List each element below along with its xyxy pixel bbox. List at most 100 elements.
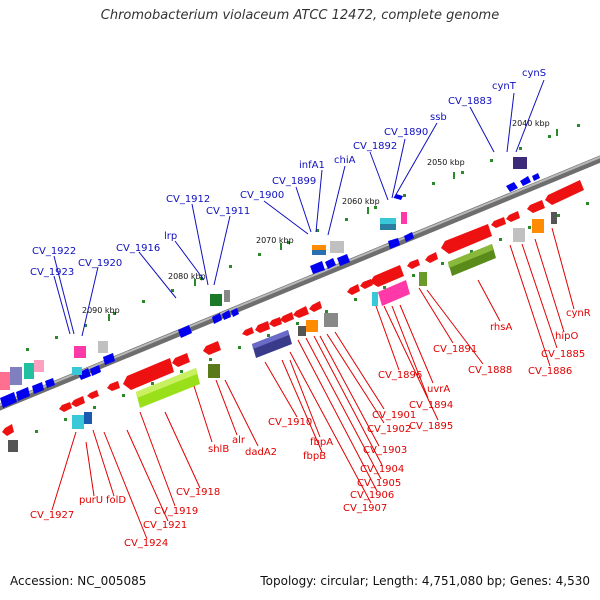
gene-arrow [231, 308, 239, 317]
gene-arrow [45, 378, 55, 388]
gene-label: CV_1900 [240, 190, 284, 201]
gene-arrow [491, 217, 506, 228]
gene-arrow [506, 182, 518, 192]
gene-arrow [506, 211, 520, 222]
gene-label: CV_1894 [409, 400, 453, 411]
reverse-labels: cynR hipO CV_1885 CV_1886 rhsA CV_1888 C… [30, 308, 591, 549]
gene-label: cynT [492, 81, 517, 92]
gene-arrow [0, 392, 17, 408]
gene-label: dadA2 [245, 447, 277, 458]
gene-label: hipO [555, 331, 578, 342]
kbp-marker: 2070 kbp [256, 236, 294, 245]
gene-label: CV_1910 [268, 417, 312, 428]
gene-label: CV_1924 [124, 538, 168, 549]
gene-label: purU [79, 495, 103, 506]
gene-arrow [222, 310, 231, 320]
map-title: Chromobacterium violaceum ATCC 12472, co… [100, 8, 500, 23]
gene-label: shlB [208, 444, 229, 455]
gene-label: CV_1896 [378, 370, 422, 381]
gene-label: CV_1888 [468, 365, 512, 376]
gene-arrow [310, 261, 325, 274]
gene-label: infA1 [299, 160, 325, 171]
gene-label: CV_1927 [30, 510, 74, 521]
gene-label: fbpA [310, 437, 333, 448]
gene-label: CV_1902 [367, 424, 411, 435]
gene-label: CV_1906 [350, 490, 394, 501]
gene-arrow [337, 254, 350, 266]
gene-label: lrp [164, 231, 177, 242]
gene-arrow [441, 224, 492, 254]
gene-label: CV_1891 [433, 344, 477, 355]
gene-arrow [172, 353, 190, 367]
gene-arrow [87, 390, 99, 399]
gene-label: CV_1885 [541, 349, 585, 360]
accession-text: Accession: NC_005085 [10, 574, 147, 588]
kbp-marker: 2080 kbp [168, 272, 206, 281]
gene-arrow [293, 306, 309, 318]
gene-arrow [103, 353, 115, 365]
kbp-marker: 2040 kbp [512, 119, 550, 128]
gene-arrow [545, 180, 584, 205]
gene-arrow [32, 382, 44, 394]
inner-tick-track [35, 202, 589, 433]
gene-arrow [394, 194, 403, 200]
genome-backbone-highlight [0, 156, 600, 406]
gene-label: CV_1901 [372, 410, 416, 421]
gene-arrow [425, 252, 438, 263]
gene-arrow [269, 317, 282, 327]
gene-label: rhsA [490, 322, 512, 333]
gene-arrow [123, 358, 174, 390]
gene-label: CV_1920 [78, 258, 122, 269]
gene-arrow [107, 381, 120, 391]
outer-tick-track [26, 124, 580, 351]
gene-arrow [59, 402, 72, 412]
gene-arrow [325, 258, 336, 269]
gene-arrow [370, 265, 404, 287]
gene-label: CV_1886 [528, 366, 572, 377]
gene-label: CV_1905 [357, 478, 401, 489]
gene-label: chiA [334, 155, 356, 166]
gene-label: folD [106, 495, 126, 506]
gene-label: uvrA [427, 384, 450, 395]
gene-label: CV_1923 [30, 267, 74, 278]
gene-arrow [280, 312, 294, 323]
gene-label: CV_1912 [166, 194, 210, 205]
gene-arrow [360, 279, 373, 289]
gene-label: CV_1911 [206, 206, 250, 217]
gene-label: CV_1921 [143, 520, 187, 531]
kbp-marker: 2050 kbp [427, 158, 465, 167]
forward-labels: cynS cynT CV_1883 ssb CV_1890 CV_1892 ch… [30, 68, 546, 278]
gene-arrow [347, 284, 360, 295]
forward-genes [0, 173, 540, 408]
gene-arrow [178, 325, 192, 338]
reverse-leader-lines [51, 227, 575, 540]
gene-label: CV_1899 [272, 176, 316, 187]
reverse-genes [2, 180, 584, 436]
gene-arrow [309, 301, 322, 312]
gene-label: CV_1890 [384, 127, 428, 138]
gene-arrow [212, 313, 222, 324]
gene-arrow [90, 365, 101, 376]
forward-leader-lines [53, 79, 545, 337]
gene-arrow [242, 327, 254, 336]
gene-label: CV_1918 [176, 487, 220, 498]
gene-arrow [527, 200, 545, 213]
gene-label: CV_1904 [360, 464, 404, 475]
gene-label: CV_1883 [448, 96, 492, 107]
gene-label: ssb [430, 112, 447, 123]
gene-arrow [78, 368, 91, 380]
topology-text: Topology: circular; Length: 4,751,080 bp… [260, 574, 590, 588]
gene-label: cynR [566, 308, 591, 319]
gene-label: CV_1903 [363, 445, 407, 456]
gene-label: CV_1907 [343, 503, 387, 514]
gene-label: CV_1919 [154, 506, 198, 517]
gene-arrow [255, 321, 270, 333]
gene-label: CV_1916 [116, 243, 160, 254]
gene-arrow [520, 176, 531, 186]
gene-arrow [532, 173, 540, 181]
gene-arrow [2, 424, 14, 436]
forward-feature-blocks [0, 157, 527, 390]
gene-arrow [71, 396, 85, 407]
gene-label: fbpB [303, 451, 326, 462]
